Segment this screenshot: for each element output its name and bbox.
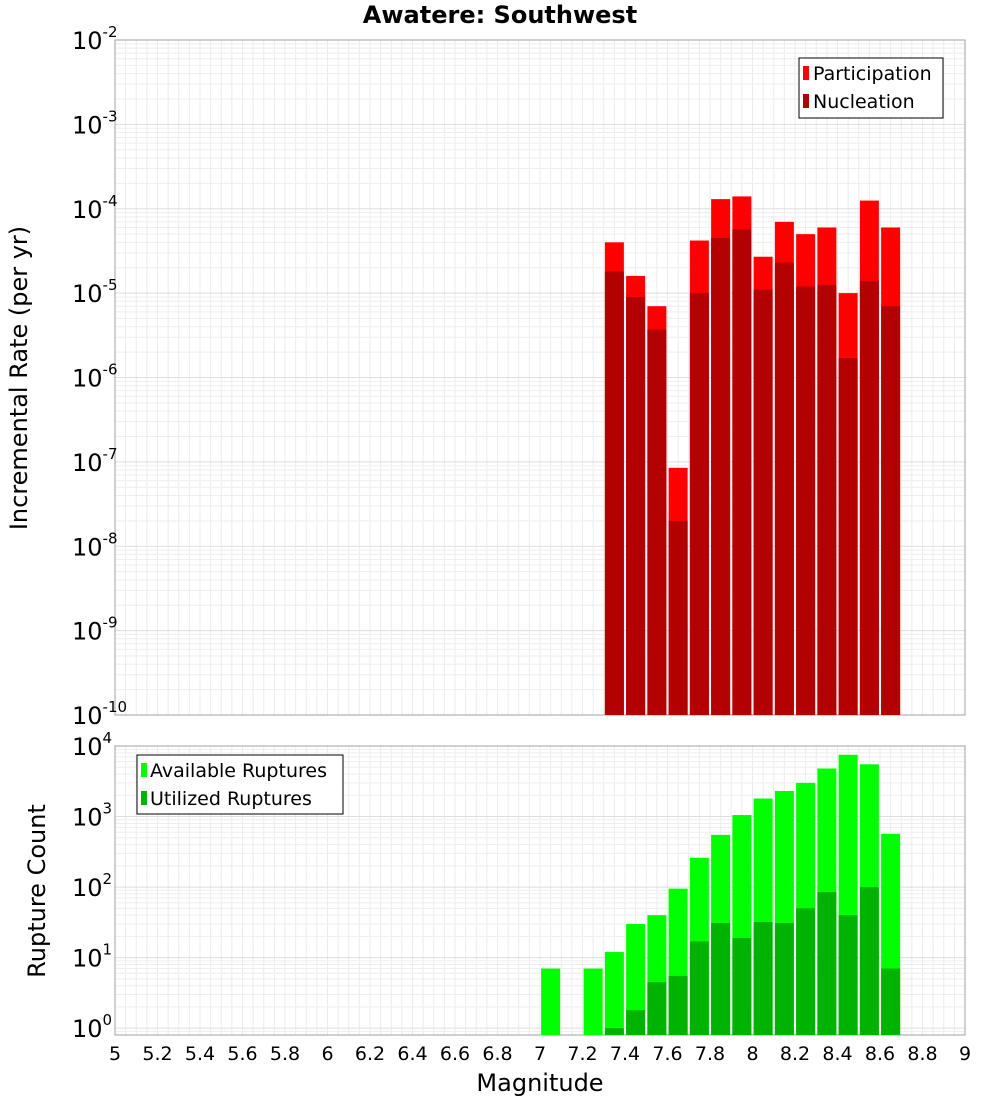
bar-nucleation: [753, 289, 773, 715]
bar-utilized-ruptures: [668, 975, 688, 1035]
bar-available-ruptures: [541, 968, 561, 1035]
bar-available-ruptures: [626, 923, 646, 1035]
bottom-legend: Available Ruptures Utilized Ruptures: [136, 754, 344, 815]
x-tick-label: 7.2: [567, 1043, 597, 1065]
legend-swatch-utilized-ruptures: [141, 791, 147, 805]
bar-utilized-ruptures: [711, 922, 731, 1035]
bar-utilized-ruptures: [732, 937, 752, 1035]
bottom-y-axis-ticks: 104 103 102 101 100: [72, 729, 112, 1043]
bar-available-ruptures: [604, 952, 624, 1035]
x-tick-label: 8.2: [780, 1043, 810, 1065]
x-tick-label: 7.8: [695, 1043, 725, 1065]
x-tick-label: 6: [321, 1043, 333, 1065]
top-plot-grid: [114, 40, 966, 716]
bar-utilized-ruptures: [881, 968, 901, 1035]
bar-utilized-ruptures: [647, 982, 667, 1035]
bar-utilized-ruptures: [859, 887, 879, 1035]
legend-label-available-ruptures: Available Ruptures: [150, 760, 327, 782]
y-tick-label: 10-2: [72, 23, 118, 55]
x-tick-label: 7: [534, 1043, 546, 1065]
bar-utilized-ruptures: [774, 922, 794, 1035]
bar-available-ruptures: [583, 968, 603, 1035]
legend-swatch-participation: [803, 66, 809, 80]
x-tick-label: 7.6: [652, 1043, 682, 1065]
y-tick-label: 103: [72, 800, 112, 832]
bar-nucleation: [817, 284, 837, 715]
bar-nucleation: [689, 293, 709, 715]
top-legend-box: [798, 57, 944, 119]
x-tick-label: 8.4: [822, 1043, 852, 1065]
legend-swatch-nucleation: [803, 94, 809, 108]
top-bar-series: [604, 196, 901, 716]
legend-label-participation: Participation: [813, 63, 932, 85]
bar-nucleation: [626, 296, 646, 715]
bar-utilized-ruptures: [838, 915, 858, 1035]
bottom-plot-area: [114, 745, 966, 1036]
bar-utilized-ruptures: [817, 892, 837, 1035]
bar-nucleation: [732, 229, 752, 715]
legend-swatch-available-ruptures: [141, 763, 147, 777]
bar-nucleation: [796, 286, 816, 715]
bar-nucleation: [604, 271, 624, 715]
x-tick-label: 7.4: [610, 1043, 640, 1065]
x-axis-title: Magnitude: [476, 1069, 603, 1097]
top-legend: Participation Nucleation: [798, 57, 944, 119]
bar-nucleation: [881, 306, 901, 715]
y-tick-label: 100: [72, 1011, 112, 1043]
x-tick-label: 5.4: [185, 1043, 215, 1065]
x-tick-label: 8.6: [865, 1043, 895, 1065]
y-tick-label: 104: [72, 729, 112, 761]
bar-utilized-ruptures: [796, 908, 816, 1035]
y-tick-label: 10-4: [72, 192, 118, 224]
x-tick-label: 5.2: [142, 1043, 172, 1065]
bottom-legend-box: [136, 754, 344, 815]
chart-title: Awatere: Southwest: [363, 1, 637, 29]
x-tick-label: 8: [746, 1043, 758, 1065]
y-tick-label: 101: [72, 941, 112, 973]
x-tick-label: 6.6: [440, 1043, 470, 1065]
bar-utilized-ruptures: [604, 1028, 624, 1035]
bar-nucleation: [711, 238, 731, 715]
x-tick-label: 5.6: [227, 1043, 257, 1065]
x-tick-label: 8.8: [907, 1043, 937, 1065]
legend-label-utilized-ruptures: Utilized Ruptures: [150, 788, 312, 810]
y-tick-label: 10-7: [72, 445, 118, 477]
x-tick-label: 5: [109, 1043, 121, 1065]
bar-nucleation: [647, 329, 667, 715]
y-tick-label: 102: [72, 870, 112, 902]
y-tick-label: 10-8: [72, 529, 118, 561]
x-tick-label: 5.8: [270, 1043, 300, 1065]
bottom-y-axis-title: Rupture Count: [23, 804, 51, 978]
y-tick-label: 10-10: [72, 698, 127, 730]
top-y-axis-ticks: 10-2 10-3 10-4 10-5 10-6 10-7 10-8 10-9 10-10: [72, 23, 127, 730]
x-tick-label: 6.2: [355, 1043, 385, 1065]
bar-nucleation: [859, 280, 879, 715]
bar-nucleation: [774, 262, 794, 715]
legend-label-nucleation: Nucleation: [813, 91, 915, 113]
y-tick-label: 10-5: [72, 276, 118, 308]
y-tick-label: 10-9: [72, 614, 118, 646]
y-tick-label: 10-3: [72, 107, 118, 139]
top-plot-area: [114, 39, 966, 716]
bar-utilized-ruptures: [626, 1010, 646, 1035]
bar-nucleation: [838, 358, 858, 715]
x-tick-label: 6.8: [482, 1043, 512, 1065]
x-tick-label: 6.4: [397, 1043, 427, 1065]
y-tick-label: 10-6: [72, 361, 118, 393]
top-y-axis-title: Incremental Rate (per yr): [5, 226, 33, 530]
bar-nucleation: [668, 520, 688, 715]
bar-utilized-ruptures: [753, 921, 773, 1035]
x-tick-label: 9: [959, 1043, 971, 1065]
bottom-bar-series: [541, 754, 901, 1035]
x-axis-ticks: 5 5.2 5.4 5.6 5.8 6 6.2 6.4 6.6 6.8 7 7.2 7.4 7.6 7.8 8…: [109, 1043, 971, 1065]
bar-utilized-ruptures: [689, 941, 709, 1035]
